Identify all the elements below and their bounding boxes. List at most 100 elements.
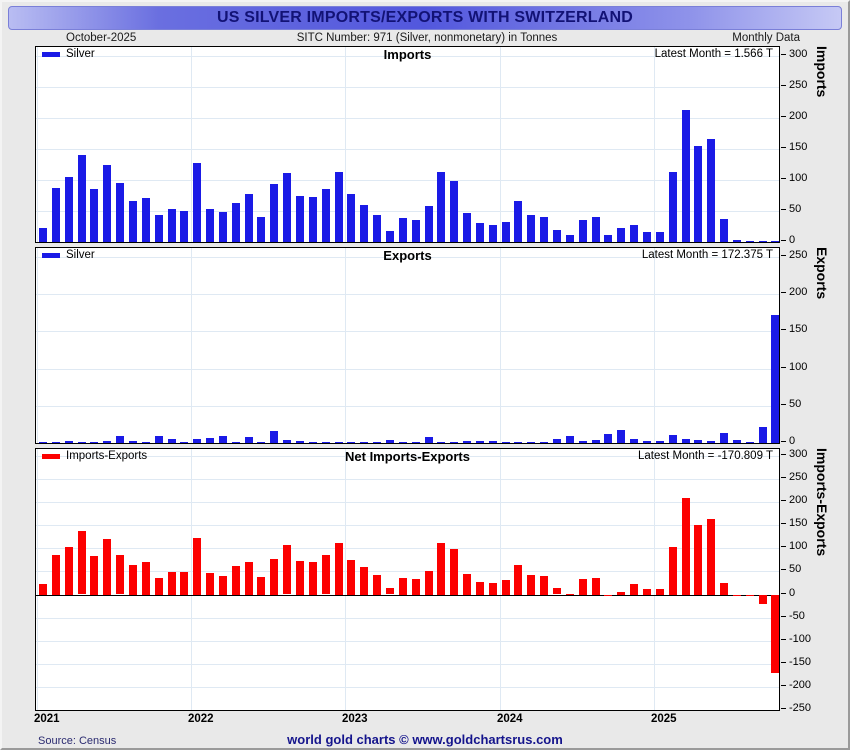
bar [630, 224, 639, 242]
bar [411, 442, 420, 443]
bar [321, 188, 330, 242]
chart-panel-exports: Silver Exports Latest Month = 172.375 T [35, 247, 780, 444]
gridline-horizontal [36, 257, 779, 258]
bar [373, 574, 382, 595]
bar [385, 588, 394, 595]
plot-area-imports [36, 47, 779, 242]
bar [732, 240, 741, 242]
bar [51, 441, 60, 443]
bar [270, 431, 279, 443]
bar [630, 438, 639, 443]
y-axis-net: -250 -200 -150 -100 -50 0 50 100 150 200 250 300 [781, 448, 825, 714]
chart-panel-imports: Silver Imports Latest Month = 1.566 T [35, 46, 780, 243]
bar [553, 229, 561, 242]
gridline-horizontal [36, 180, 779, 181]
bar [565, 593, 574, 595]
bar [745, 240, 754, 242]
bar [39, 584, 47, 595]
gridline-vertical [345, 47, 346, 242]
gridline-vertical [37, 47, 38, 242]
bar [296, 195, 304, 242]
bar [193, 537, 202, 595]
bar [373, 214, 382, 242]
bar [514, 441, 523, 443]
bar [668, 172, 677, 242]
zero-axis-line [36, 595, 779, 596]
gridline-vertical [654, 47, 655, 242]
bar [604, 594, 613, 596]
gridline-vertical [500, 449, 501, 710]
bar [463, 440, 472, 443]
bar [424, 571, 433, 595]
bar [360, 567, 369, 595]
bar [411, 220, 420, 242]
bar [193, 439, 202, 443]
bar [720, 219, 729, 242]
y-axis-tick: 300 [781, 448, 807, 460]
bar [437, 543, 446, 595]
y-axis-tick: -250 [781, 702, 811, 714]
bar [347, 194, 356, 242]
bar [180, 571, 189, 595]
bar [655, 588, 664, 595]
bar [244, 193, 253, 242]
bar [411, 578, 420, 595]
y-axis-tick: 100 [781, 361, 807, 373]
bar [116, 555, 125, 595]
bar [617, 430, 626, 443]
bar [655, 232, 664, 242]
chart-panel-net: Imports-Exports Net Imports-Exports Late… [35, 448, 780, 711]
gridline-vertical [500, 47, 501, 242]
bar [578, 579, 587, 595]
bar [540, 442, 549, 443]
bar [642, 588, 651, 595]
bar [707, 440, 716, 443]
y-axis-tick: 0 [781, 587, 795, 599]
gridline-vertical [191, 449, 192, 710]
bar [450, 549, 459, 595]
bar [231, 566, 240, 595]
bar [463, 574, 472, 595]
bar [475, 440, 484, 443]
plot-area-net [36, 449, 779, 710]
bar [642, 232, 651, 242]
bar [334, 542, 343, 595]
gridline-horizontal [36, 406, 779, 407]
bar [167, 439, 176, 443]
bar [90, 555, 99, 595]
bar [591, 440, 600, 443]
gridline-horizontal [36, 664, 779, 665]
gridline-horizontal [36, 548, 779, 549]
bar [283, 172, 292, 242]
bar [154, 214, 163, 242]
bar [283, 544, 292, 595]
bar [694, 146, 703, 242]
bar [116, 183, 125, 242]
bar [591, 577, 600, 595]
y-axis-imports: 0 50 100 150 200 250 300 [781, 46, 825, 246]
bar [128, 200, 137, 242]
bar [463, 212, 472, 242]
bar [308, 197, 317, 242]
bar [745, 441, 754, 443]
y-axis-tick: 50 [781, 398, 801, 410]
bar [553, 438, 561, 443]
bar [296, 561, 304, 595]
y-axis-tick: 300 [781, 48, 807, 60]
bar [681, 498, 690, 595]
bar [398, 577, 407, 595]
bar [193, 162, 202, 242]
y-axis-tick: -200 [781, 679, 811, 691]
window-title-bar: US SILVER IMPORTS/EXPORTS WITH SWITZERLA… [8, 6, 842, 30]
gridline-vertical [654, 449, 655, 710]
bar [244, 562, 253, 595]
bar [578, 219, 587, 242]
bar [154, 436, 163, 443]
y-axis-tick: 150 [781, 141, 807, 153]
bar [334, 442, 343, 443]
bar [373, 442, 382, 443]
bar [167, 209, 176, 242]
gridline-horizontal [36, 525, 779, 526]
bar [617, 228, 626, 242]
